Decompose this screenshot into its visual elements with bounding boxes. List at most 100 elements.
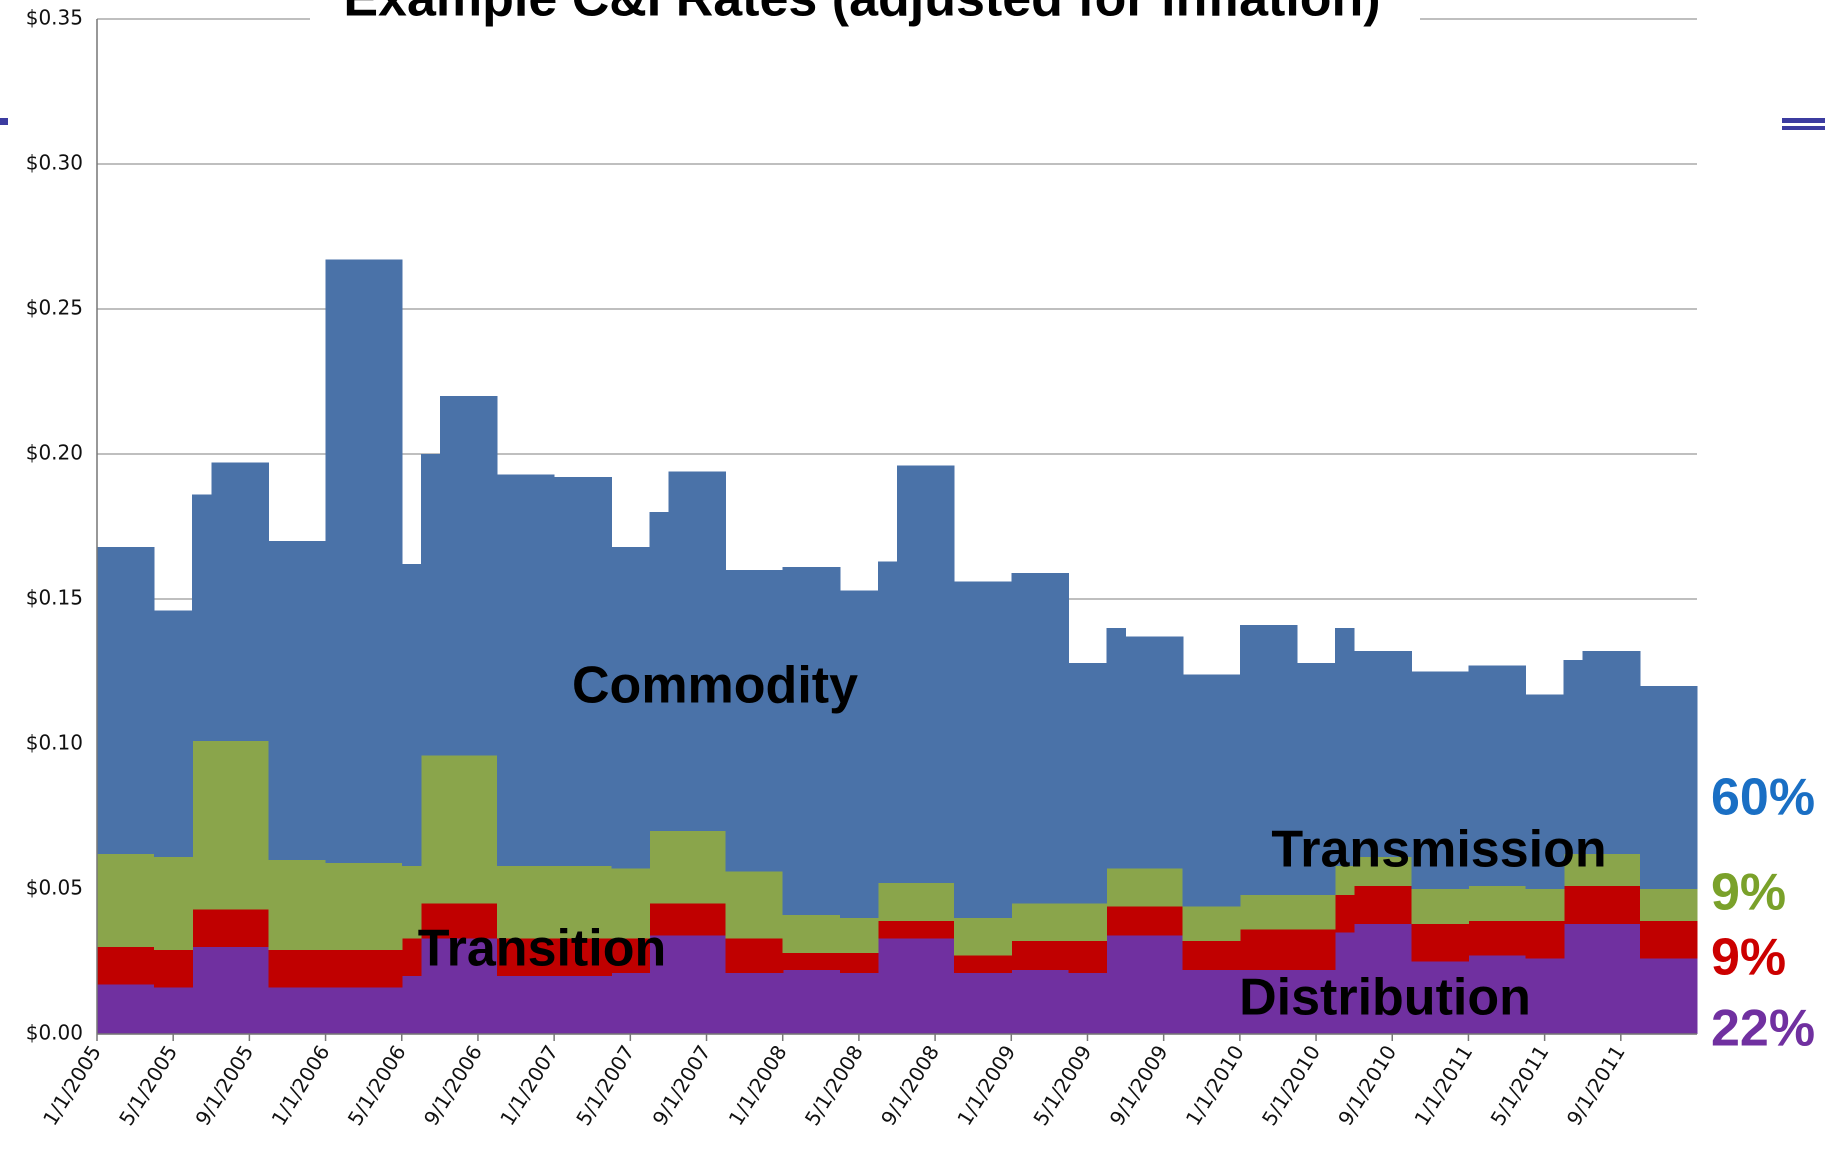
area-segment (1220, 674, 1241, 907)
area-segment (1258, 929, 1279, 971)
area-segment (1125, 935, 1146, 1034)
area-segment (801, 915, 822, 953)
area-segment (935, 938, 955, 1034)
area-segment (1239, 929, 1260, 971)
area-segment (820, 970, 841, 1034)
area-segment (839, 952, 860, 974)
area-segment (1297, 894, 1317, 930)
area-segment (135, 947, 155, 985)
area-segment (1068, 903, 1089, 942)
area-segment (439, 396, 460, 756)
area-segment (592, 477, 612, 866)
area-segment (1563, 659, 1584, 855)
x-tick-label: 1/1/2010 (1181, 1041, 1249, 1130)
area-segment (1544, 958, 1565, 1034)
area-segment (630, 938, 650, 974)
area-segment (325, 862, 346, 950)
area-segment (801, 567, 822, 916)
share-annotation: 9% (1711, 864, 1786, 922)
area-segment (1373, 923, 1393, 1034)
area-segment (173, 987, 193, 1034)
area-segment (363, 862, 384, 950)
area-segment (535, 865, 555, 939)
area-segment (1011, 572, 1031, 904)
area-segment (1563, 854, 1584, 887)
area-segment (630, 546, 650, 869)
area-segment (154, 857, 174, 950)
area-segment (363, 949, 384, 988)
area-segment (268, 949, 289, 988)
area-segment (325, 987, 346, 1034)
area-segment (1487, 920, 1508, 956)
x-tick-label: 9/1/2005 (190, 1041, 258, 1130)
area-segment (916, 920, 936, 939)
area-segment (154, 610, 174, 858)
area-segment (1335, 628, 1355, 866)
area-segment (1182, 941, 1203, 971)
area-segment (1544, 889, 1565, 921)
y-tick-label: $0.20 (26, 441, 83, 465)
area-segment (306, 949, 327, 988)
area-segment (820, 952, 841, 971)
area-segment (344, 949, 365, 988)
area-segment (1639, 920, 1660, 959)
area-segment (1601, 923, 1622, 1034)
area-segment (763, 938, 784, 974)
x-tick-label: 1/1/2011 (1409, 1041, 1477, 1130)
area-segment (535, 474, 555, 866)
area-segment (820, 915, 841, 953)
area-segment (287, 860, 308, 950)
area-segment (706, 471, 727, 831)
area-segment (439, 938, 460, 1034)
area-segment (420, 755, 441, 904)
area-segment (973, 918, 993, 956)
area-segment (1106, 906, 1127, 936)
area-segment (630, 868, 650, 939)
area-segment (1068, 662, 1089, 904)
area-segment (1411, 961, 1431, 1034)
area-segment (1639, 889, 1660, 921)
area-segment (516, 976, 536, 1034)
area-segment (230, 741, 250, 910)
area-segment (877, 883, 898, 921)
area-segment (192, 494, 212, 742)
area-segment (230, 947, 250, 1034)
area-segment (1620, 886, 1641, 924)
area-segment (135, 546, 155, 855)
area-segment (230, 909, 250, 947)
area-segment (1049, 903, 1070, 942)
area-segment (1201, 941, 1222, 971)
area-segment (1220, 906, 1241, 942)
area-segment (649, 831, 670, 904)
area-segment (287, 987, 308, 1034)
x-tick-label: 9/1/2007 (647, 1041, 715, 1130)
area-segment (573, 477, 593, 866)
slide-decoration (0, 118, 8, 125)
area-segment (268, 860, 289, 950)
area-segment (1677, 958, 1698, 1034)
area-segment (687, 471, 708, 831)
area-segment (858, 973, 879, 1034)
share-annotation: 9% (1711, 929, 1786, 987)
area-segment (839, 918, 860, 953)
area-segment (1582, 923, 1603, 1034)
area-segment (725, 938, 746, 974)
area-segment (877, 561, 898, 884)
series-label: Commodity (572, 657, 858, 715)
y-tick-label: $0.25 (26, 296, 83, 320)
area-segment (458, 938, 479, 1034)
area-segment (592, 976, 612, 1034)
slide-decoration (1782, 126, 1825, 130)
area-segment (268, 541, 289, 860)
area-segment (1087, 662, 1108, 904)
area-segment (1449, 889, 1470, 924)
area-segment (744, 938, 765, 974)
x-tick-label: 1/1/2008 (724, 1041, 792, 1130)
area-segment (668, 471, 689, 831)
area-segment (1087, 941, 1108, 974)
area-segment (1297, 970, 1317, 1034)
area-segment (1411, 923, 1431, 962)
area-segment (706, 903, 727, 936)
area-segment (1430, 889, 1450, 924)
